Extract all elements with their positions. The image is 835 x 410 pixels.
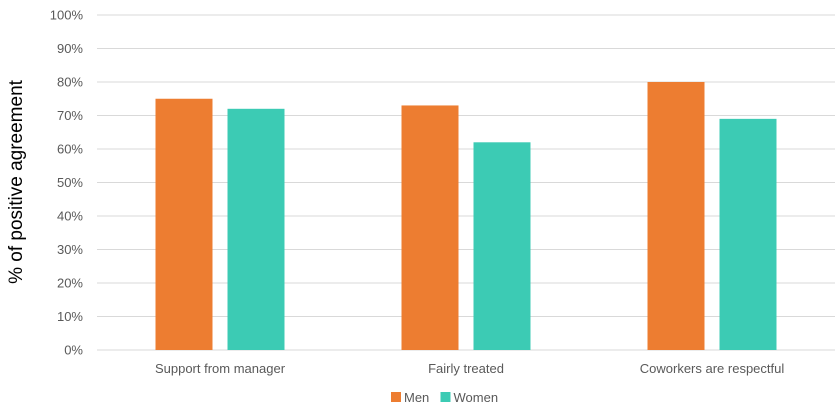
y-tick-label: 90% [57,41,83,56]
x-category-label: Support from manager [155,361,286,376]
bar-men-2 [401,105,459,350]
y-tick-label: 60% [57,142,83,157]
bar-men-1 [155,98,213,350]
x-category-label: Coworkers are respectful [640,361,785,376]
y-axis-label: % of positive agreement [6,79,27,284]
legend-swatch-men [391,392,401,402]
y-tick-label: 80% [57,75,83,90]
legend-swatch-women [440,392,451,402]
bar-women-1 [227,108,285,350]
legend: Men Women [391,390,498,405]
x-axis-categories: Support from manager Fairly treated Cowork… [155,361,784,376]
y-tick-label: 40% [57,209,83,224]
gridlines [97,14,835,351]
y-tick-label: 100% [50,8,84,23]
legend-label-men: Men [404,390,429,405]
y-tick-label: 10% [57,309,83,324]
y-tick-label: 0% [64,343,83,358]
y-axis-ticks: 0% 10% 20% 30% 40% 50% 60% 70% 80% 90% 100% [50,8,84,358]
bar-women-3 [719,118,777,350]
bar-men-3 [647,82,705,350]
bars [155,82,777,350]
y-tick-label: 30% [57,242,83,257]
y-tick-label: 20% [57,276,83,291]
bar-women-2 [473,142,531,350]
legend-label-women: Women [454,390,499,405]
x-category-label: Fairly treated [428,361,504,376]
y-tick-label: 70% [57,108,83,123]
y-tick-label: 50% [57,175,83,190]
